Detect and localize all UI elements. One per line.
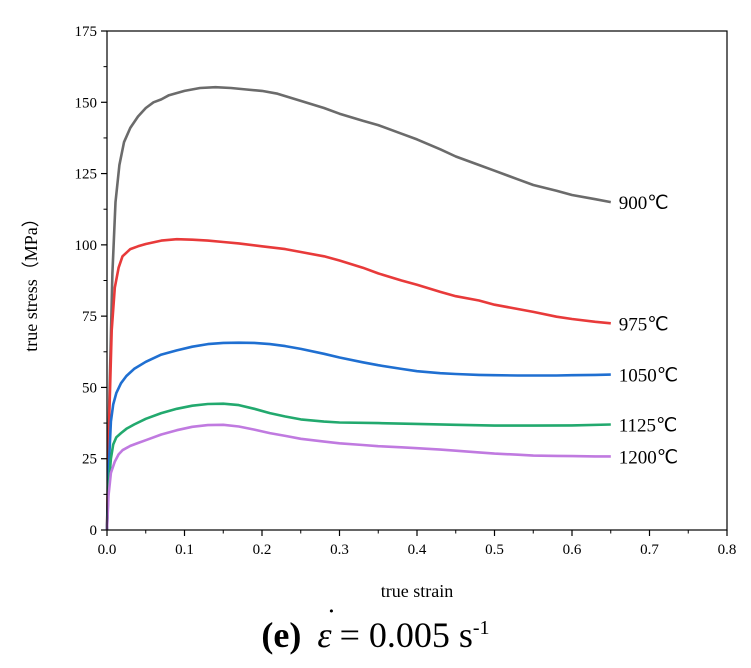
series-line: [105, 423, 611, 531]
y-tick-label: 25: [82, 452, 97, 468]
y-tick-label: 50: [82, 380, 97, 396]
x-tick-label: 0.8: [718, 542, 737, 558]
y-tick-label: 100: [75, 238, 98, 254]
series-line: [105, 402, 611, 531]
x-tick-label: 0.0: [98, 542, 117, 558]
series-label: 900℃: [619, 193, 669, 214]
y-tick-label: 0: [90, 523, 98, 539]
y-tick-label: 125: [75, 167, 98, 183]
series-line: [105, 341, 611, 531]
y-tick-label: 175: [75, 24, 98, 40]
x-tick-label: 0.3: [330, 542, 349, 558]
y-tick-label: 75: [82, 309, 97, 325]
series-line: [105, 85, 612, 531]
x-axis-ticks: 0.0 0.1 0.2 0.3 0.4 0.5 0.6 0.7 0.8: [98, 530, 737, 558]
strain-rate-dot: ˙: [326, 603, 337, 636]
strain-rate-exponent: -1: [472, 617, 490, 639]
strain-rate-symbol: ε ˙: [317, 603, 337, 655]
series-label: 1125℃: [619, 415, 678, 436]
series-label: 975℃: [619, 314, 669, 335]
x-axis-title: true strain: [381, 581, 453, 601]
x-tick-label: 0.1: [175, 542, 194, 558]
x-tick-label: 0.7: [640, 542, 659, 558]
x-tick-label: 0.2: [253, 542, 272, 558]
plot-lines: [105, 85, 612, 531]
y-axis-ticks: 0 25 50 75 100 125 150 175: [75, 24, 107, 539]
y-tick-label: 150: [75, 95, 98, 111]
x-tick-label: 0.4: [408, 542, 427, 558]
y-axis-title: true stress（MPa）: [21, 209, 41, 352]
caption-panel-label: (e): [261, 615, 302, 655]
series-labels: 900℃ 975℃ 1050℃ 1125℃ 1200℃: [619, 193, 678, 468]
x-tick-label: 0.6: [563, 542, 582, 558]
series-label: 1200℃: [619, 447, 678, 468]
strain-rate-value: = 0.005 s: [339, 615, 473, 655]
figure-caption: (e) ε ˙ = 0.005 s-1: [0, 603, 751, 656]
series-line: [105, 237, 611, 531]
x-tick-label: 0.5: [485, 542, 504, 558]
series-label: 1050℃: [619, 366, 678, 387]
